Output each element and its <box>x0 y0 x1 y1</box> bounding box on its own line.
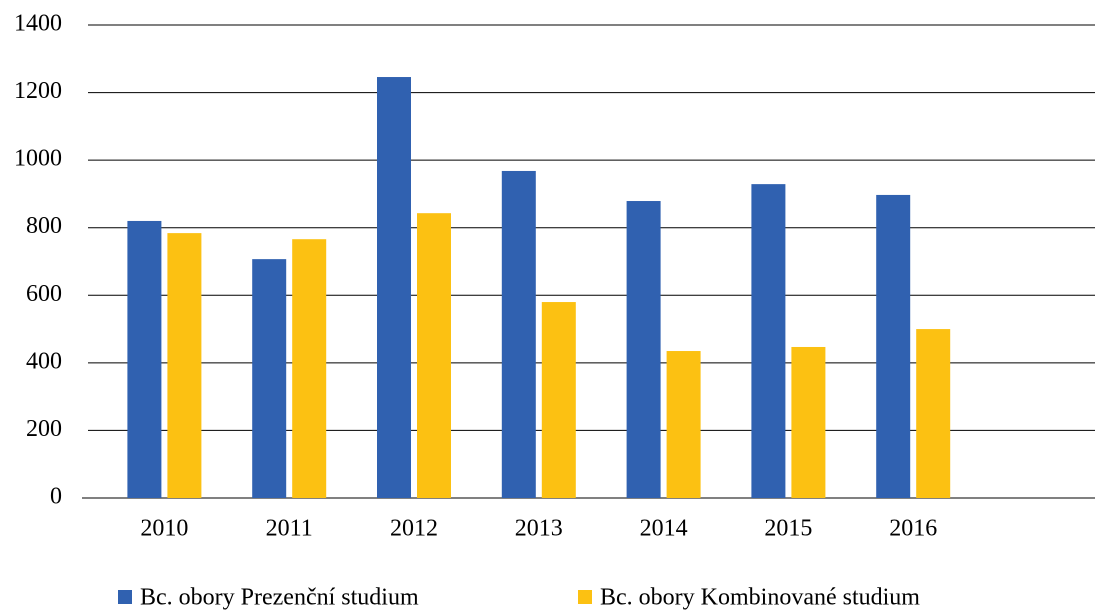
bar <box>127 220 162 498</box>
y-tick-label: 600 <box>26 281 62 307</box>
y-tick-label: 800 <box>26 213 62 239</box>
y-tick-label: 200 <box>26 416 62 442</box>
legend-label: Bc. obory Prezenční studium <box>140 585 419 611</box>
y-tick-label: 1200 <box>14 78 62 104</box>
y-tick-label: 1400 <box>14 11 62 37</box>
bar <box>916 329 951 498</box>
x-tick-label: 2015 <box>764 516 812 542</box>
x-tick-label: 2016 <box>889 516 937 542</box>
bar <box>292 239 327 499</box>
bar <box>541 302 576 498</box>
legend-label: Bc. obory Kombinované studium <box>600 585 920 611</box>
y-tick-label: 1000 <box>14 146 62 172</box>
bar <box>167 233 202 498</box>
bar <box>377 77 411 498</box>
bar <box>791 346 826 498</box>
legend-swatch <box>118 590 132 604</box>
bar <box>666 351 701 498</box>
x-tick-label: 2010 <box>140 516 188 542</box>
legend-swatch <box>578 590 592 604</box>
bar <box>252 259 287 498</box>
x-tick-label: 2012 <box>390 516 438 542</box>
x-tick-label: 2014 <box>640 516 688 542</box>
bar <box>876 194 911 498</box>
y-tick-label: 0 <box>50 484 62 510</box>
y-tick-label: 400 <box>26 348 62 374</box>
x-tick-label: 2013 <box>515 516 563 542</box>
x-tick-label: 2011 <box>266 516 313 542</box>
bar <box>501 170 536 498</box>
bar <box>626 201 661 499</box>
bar <box>751 184 786 498</box>
bar <box>417 213 451 498</box>
